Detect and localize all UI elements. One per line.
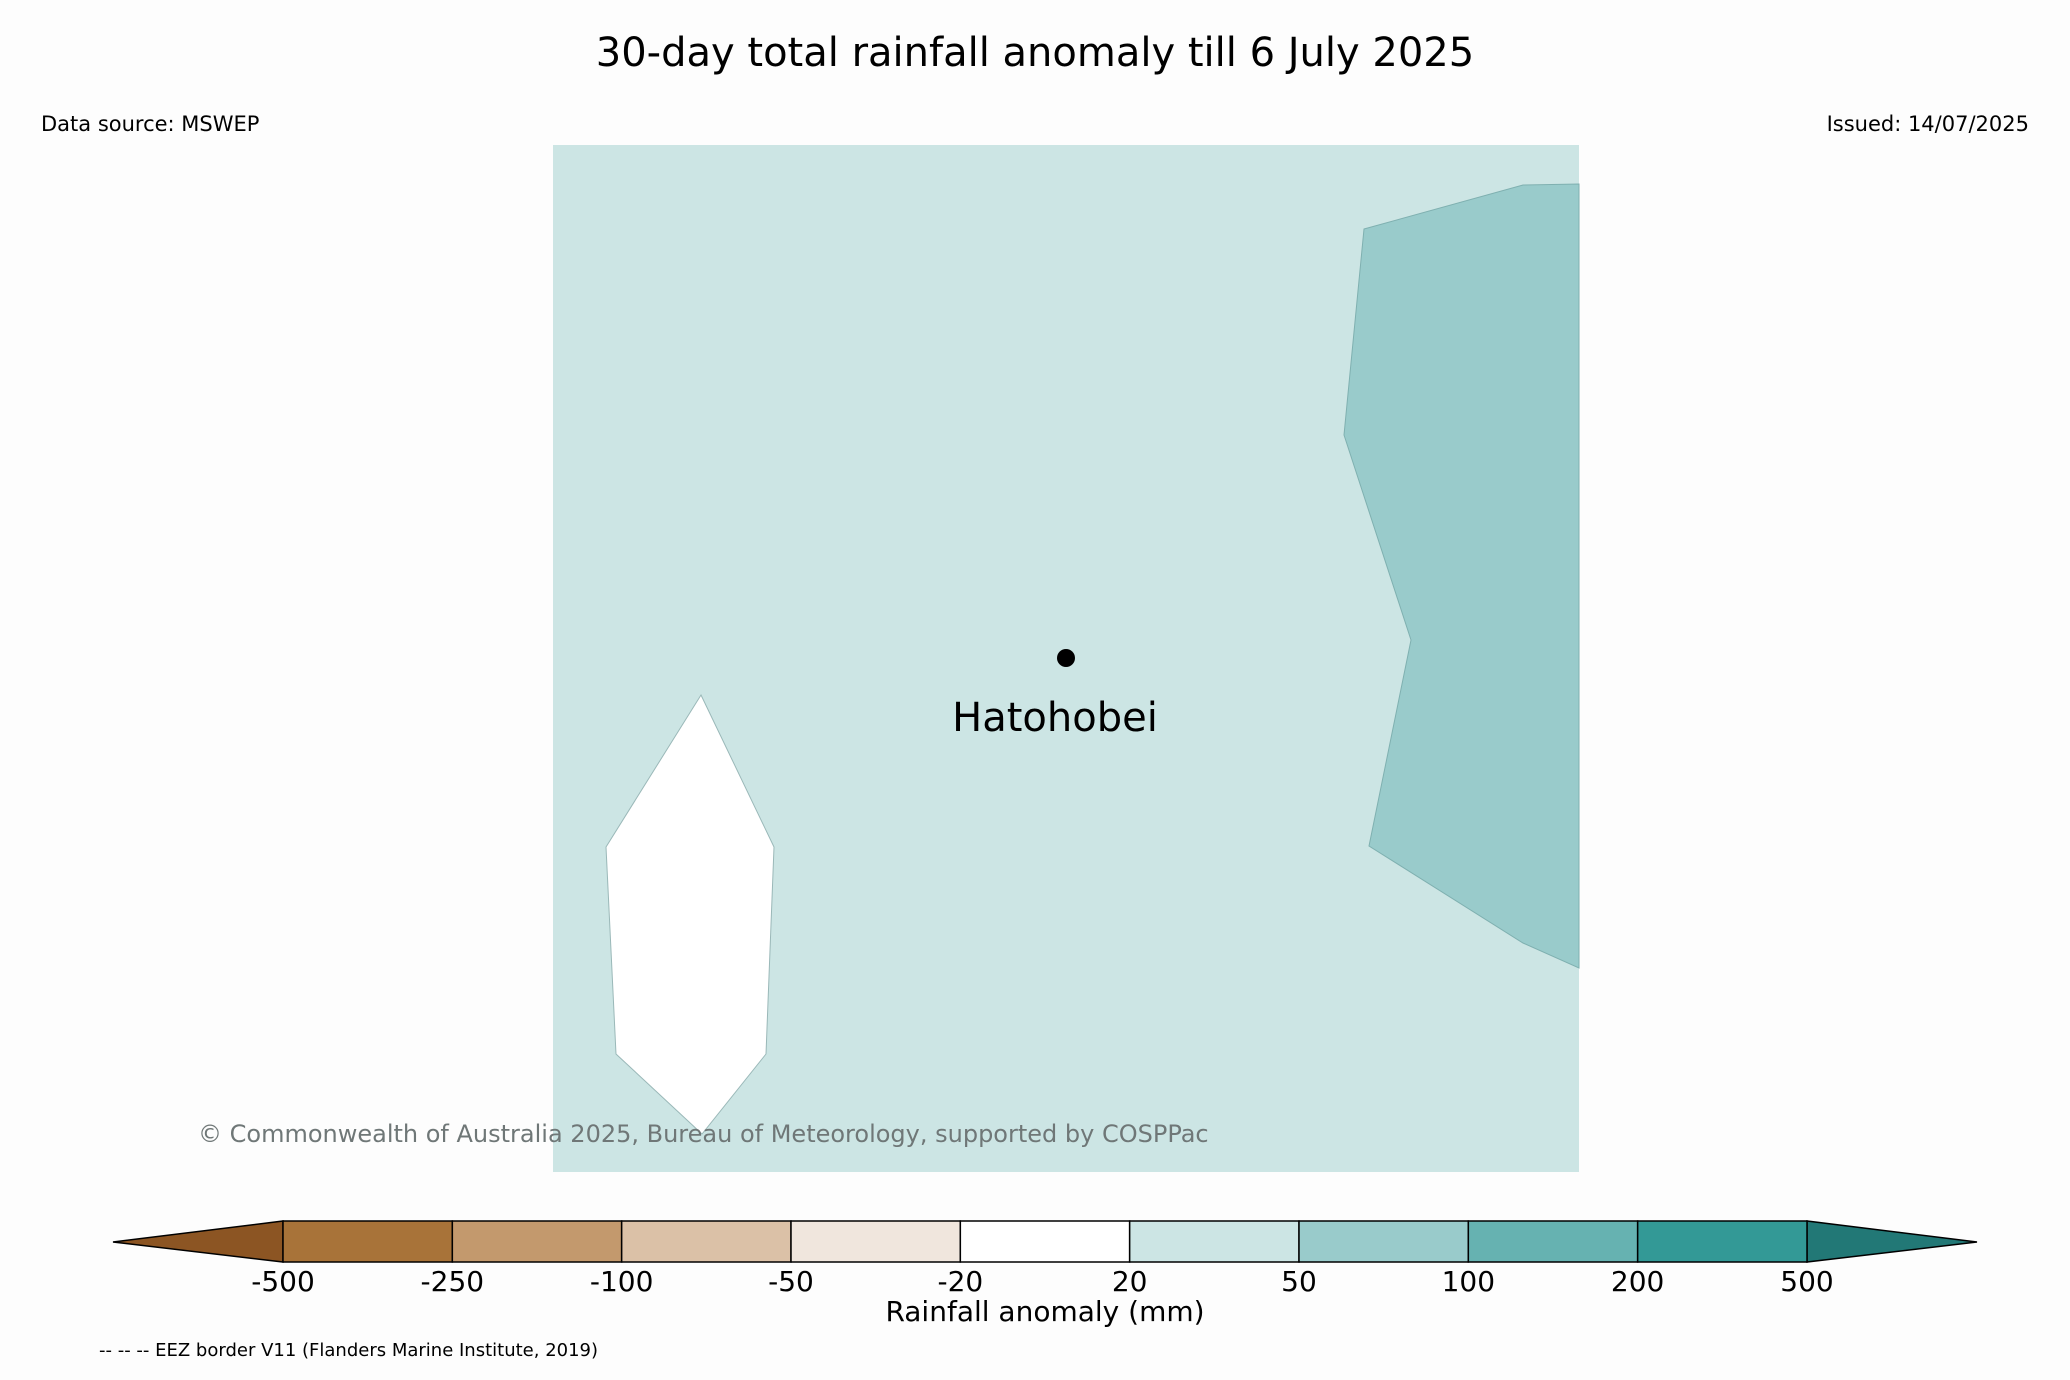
colorbar-tick-label: 100 [1441,1265,1496,1298]
colorbar-tick-label: 20 [1111,1265,1148,1298]
colorbar-segment [1298,1220,1470,1263]
anomaly-region-50-100 [1343,183,1580,969]
colorbar [112,1220,1978,1263]
colorbar-tick-label: -250 [420,1265,485,1298]
colorbar-segment [1636,1220,1808,1263]
colorbar-tick-label: 200 [1610,1265,1665,1298]
data-source-label: Data source: MSWEP [41,112,260,136]
anomaly-region-near-normal [605,693,775,1135]
colorbar-segment [790,1220,962,1263]
colorbar-segment [1128,1220,1300,1263]
colorbar-segment [620,1220,792,1263]
eez-footnote: -- -- -- EEZ border V11 (Flanders Marine… [99,1340,599,1361]
colorbar-tick-label: -100 [589,1265,654,1298]
colorbar-tick-label: -50 [768,1265,814,1298]
colorbar-under-arrow [112,1220,284,1263]
location-marker [1057,649,1075,667]
copyright-notice: © Commonwealth of Australia 2025, Bureau… [198,1120,1209,1148]
colorbar-segment [959,1220,1131,1263]
colorbar-tick-label: 500 [1780,1265,1834,1298]
colorbar-over-arrow [1806,1220,1978,1263]
location-label: Hatohobei [952,695,1158,741]
colorbar-tick-label: -500 [251,1265,315,1298]
colorbar-label: Rainfall anomaly (mm) [885,1295,1205,1328]
issued-date-label: Issued: 14/07/2025 [1826,112,2029,136]
map-title: 30-day total rainfall anomaly till 6 Jul… [595,30,1475,76]
colorbar-segment [282,1220,454,1263]
colorbar-segment [451,1220,623,1263]
colorbar-segment [1467,1220,1639,1263]
colorbar-tick-label: -20 [937,1265,984,1298]
colorbar-tick-label: 50 [1281,1265,1317,1298]
